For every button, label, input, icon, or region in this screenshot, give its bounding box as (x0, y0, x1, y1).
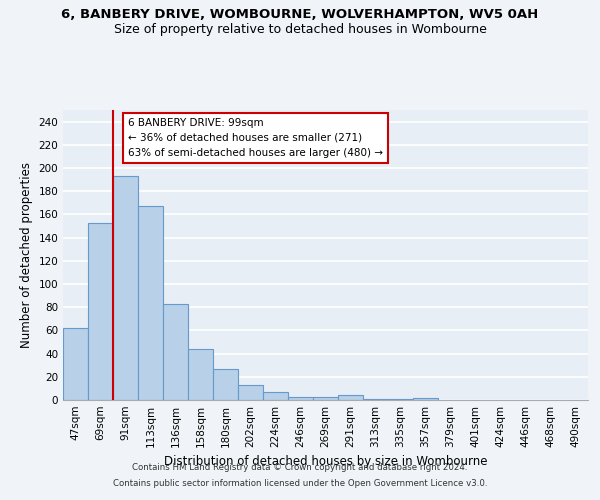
Text: Size of property relative to detached houses in Wombourne: Size of property relative to detached ho… (113, 22, 487, 36)
Bar (88, 222, 113, 400)
Text: Contains public sector information licensed under the Open Government Licence v3: Contains public sector information licen… (113, 478, 487, 488)
X-axis label: Distribution of detached houses by size in Wombourne: Distribution of detached houses by size … (164, 456, 487, 468)
Bar (238, 385, 263, 400)
Bar (163, 304, 188, 400)
Text: Contains HM Land Registry data © Crown copyright and database right 2024.: Contains HM Land Registry data © Crown c… (132, 464, 468, 472)
Bar (63, 328, 88, 400)
Bar (288, 396, 313, 400)
Y-axis label: Number of detached properties: Number of detached properties (20, 162, 33, 348)
Text: 6, BANBERY DRIVE, WOMBOURNE, WOLVERHAMPTON, WV5 0AH: 6, BANBERY DRIVE, WOMBOURNE, WOLVERHAMPT… (61, 8, 539, 20)
Bar (213, 368, 238, 400)
Bar (363, 399, 388, 400)
Bar (138, 206, 163, 400)
Bar (313, 396, 338, 400)
Bar (413, 398, 438, 400)
Bar (388, 399, 413, 400)
Bar (113, 176, 138, 400)
Bar (188, 349, 213, 400)
Text: 6 BANBERY DRIVE: 99sqm
← 36% of detached houses are smaller (271)
63% of semi-de: 6 BANBERY DRIVE: 99sqm ← 36% of detached… (128, 118, 383, 158)
Bar (263, 392, 288, 400)
Bar (338, 396, 363, 400)
